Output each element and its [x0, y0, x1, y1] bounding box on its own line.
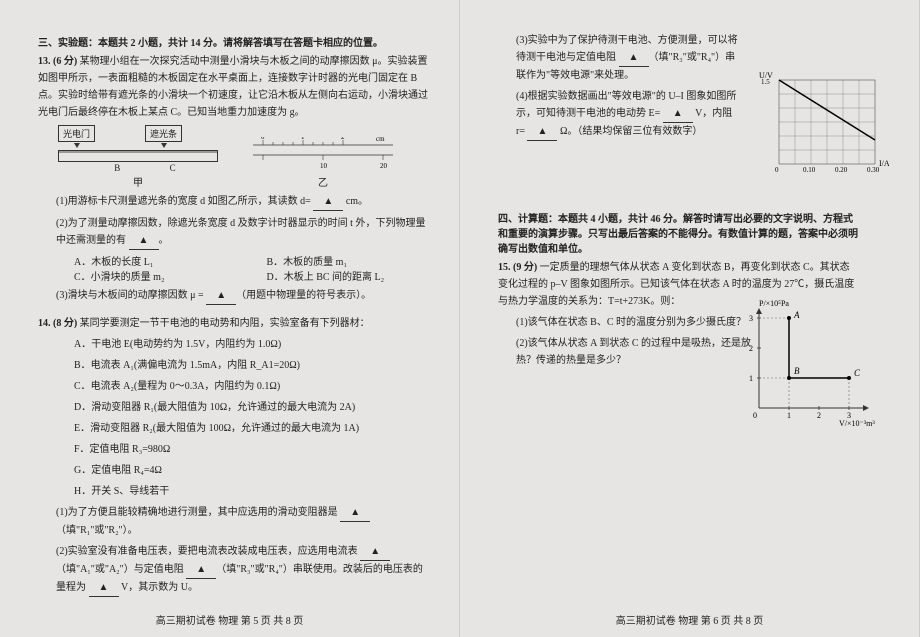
- ui-graph: U/V 1.5 0 0.10 0.20 0.30 I/A: [759, 70, 889, 180]
- gate-right-label: 遮光条: [145, 125, 182, 142]
- pv-graph: P/×10⁵Pa 1 2 3 0 1 2 3 V/×10⁻³m³ A B C: [739, 298, 879, 428]
- q13-sub3: (3)滑块与木板间的动摩擦因数 μ = ▲（用题中物理量的符号表示）。: [38, 287, 429, 305]
- q13: 13. (6 分) 某物理小组在一次探究活动中测量小滑块与木板之间的动摩擦因数 …: [38, 53, 429, 121]
- q13-options-row1: A．木板的长度 L₁ B．木板的质量 m₁: [74, 253, 429, 268]
- svg-text:2: 2: [749, 344, 753, 353]
- q13-sub1: (1)用游标卡尺测量遮光条的宽度 d 如图乙所示，其读数 d= ▲ cm。: [38, 193, 429, 211]
- footer-left: 高三期初试卷 物理 第 5 页 共 8 页: [0, 612, 459, 627]
- svg-text:1: 1: [749, 374, 753, 383]
- q13-body: 某物理小组在一次探究活动中测量小滑块与木板之间的动摩擦因数 μ。实验装置如图甲所…: [38, 56, 428, 118]
- q14-item-d: D．滑动变阻器 R₁(最大阻值为 10Ω，允许通过的最大电流为 2A): [38, 399, 429, 416]
- label-jia: 甲: [58, 174, 218, 189]
- q13-sub2: (2)为了测量动摩擦因数，除遮光条宽度 d 及数字计时器显示的时间 t 外，下列…: [38, 215, 429, 250]
- ruler-svg: 0 1 2 cm 10 20: [248, 137, 398, 171]
- q14-item-f: F．定值电阻 R₃=980Ω: [38, 441, 429, 458]
- svg-text:0: 0: [775, 166, 779, 174]
- blank-mu[interactable]: ▲: [206, 287, 236, 305]
- q14-item-b: B．电流表 A₁(满偏电流为 1.5mA，内阻 R_A1=20Ω): [38, 357, 429, 374]
- blank-r[interactable]: ▲: [340, 504, 370, 522]
- svg-text:1: 1: [301, 137, 305, 141]
- page-left: 三、实验题：本题共 2 小题，共计 14 分。请将解答填写在答题卡相应的位置。 …: [0, 0, 460, 637]
- svg-text:20: 20: [380, 162, 388, 170]
- q14-item-a: A．干电池 E(电动势约为 1.5V，内阻约为 1.0Ω): [38, 336, 429, 353]
- q14-sub2: (2)实验室没有准备电压表，要把电流表改装成电压表，应选用电流表 ▲（填"A₁"…: [38, 543, 429, 597]
- q14-sub4: (4)根据实验数据画出"等效电源"的 U–I 图象如图所示，可知待测干电池的电动…: [498, 88, 738, 141]
- opt-c: C．小滑块的质量 m₂: [74, 268, 237, 283]
- svg-text:3: 3: [749, 314, 753, 323]
- blank-rinner[interactable]: ▲: [527, 123, 557, 141]
- svg-text:cm: cm: [376, 137, 385, 143]
- q13-diagrams: 光电门 遮光条 B C 甲: [58, 125, 429, 189]
- label-yi: 乙: [248, 174, 398, 189]
- svg-text:0: 0: [261, 137, 265, 141]
- opt-b: B．木板的质量 m₁: [267, 253, 430, 268]
- q15-sub1: (1)该气体在状态 B、C 时的温度分别为多少摄氏度？: [498, 314, 758, 331]
- diagram-apparatus: 光电门 遮光条 B C 甲: [58, 125, 218, 189]
- ui-xlabel: I/A: [879, 159, 889, 168]
- blank-a[interactable]: ▲: [360, 543, 390, 561]
- page-right: (3)实验中为了保护待测干电池、方便测量，可以将待测干电池与定值电阻 ▲（填"R…: [460, 0, 920, 637]
- svg-text:B: B: [794, 366, 800, 376]
- q13-options-row2: C．小滑块的质量 m₂ D．木板上 BC 间的距离 L₂: [74, 268, 429, 283]
- svg-text:A: A: [793, 310, 800, 320]
- svg-text:2: 2: [341, 137, 345, 141]
- svg-text:0.10: 0.10: [803, 166, 816, 174]
- q14-item-c: C．电流表 A₂(量程为 0～0.3A，内阻约为 0.1Ω): [38, 378, 429, 395]
- svg-text:1: 1: [787, 411, 791, 420]
- svg-text:2: 2: [817, 411, 821, 420]
- blank-d[interactable]: ▲: [313, 193, 343, 211]
- svg-text:10: 10: [320, 162, 328, 170]
- blank-e[interactable]: ▲: [663, 105, 693, 123]
- q14-body: 某同学要测定一节干电池的电动势和内阻，实验室备有下列器材：: [80, 318, 370, 329]
- diagram-ruler: 0 1 2 cm 10 20 乙: [248, 137, 398, 189]
- section4-title: 四、计算题：本题共 4 小题，共计 46 分。解答时请写出必要的文字说明、方程式…: [498, 210, 858, 255]
- svg-text:0.20: 0.20: [835, 166, 848, 174]
- track: B C: [58, 150, 218, 162]
- svg-text:0.30: 0.30: [867, 166, 880, 174]
- q14-num: 14. (8 分): [38, 318, 80, 329]
- track-b: B: [114, 163, 120, 173]
- blank-range[interactable]: ▲: [89, 579, 119, 597]
- pv-ylabel: P/×10⁵Pa: [759, 299, 789, 308]
- pv-xlabel: V/×10⁻³m³: [839, 419, 875, 428]
- q14-sub1: (1)为了方便且能较精确地进行测量，其中应选用的滑动变阻器是 ▲（填"R₁"或"…: [38, 504, 429, 539]
- footer-right: 高三期初试卷 物理 第 6 页 共 8 页: [460, 612, 919, 627]
- blank-meas[interactable]: ▲: [129, 232, 159, 250]
- q15-sub2: (2)该气体从状态 A 到状态 C 的过程中是吸热，还是放热？传递的热量是多少？: [498, 335, 758, 369]
- opt-a: A．木板的长度 L₁: [74, 253, 237, 268]
- opt-d: D．木板上 BC 间的距离 L₂: [267, 268, 430, 283]
- track-c: C: [170, 163, 176, 173]
- q14: 14. (8 分) 某同学要测定一节干电池的电动势和内阻，实验室备有下列器材：: [38, 315, 429, 332]
- svg-text:C: C: [854, 368, 861, 378]
- gate-left-label: 光电门: [58, 125, 95, 142]
- q14-item-h: H．开关 S、导线若干: [38, 483, 429, 500]
- svg-text:0: 0: [753, 411, 757, 420]
- q15-num: 15. (9 分): [498, 262, 540, 273]
- section3-title: 三、实验题：本题共 2 小题，共计 14 分。请将解答填写在答题卡相应的位置。: [38, 34, 429, 49]
- ui-ymax: 1.5: [761, 78, 770, 86]
- q14-item-g: G．定值电阻 R₄=4Ω: [38, 462, 429, 479]
- q13-num: 13. (6 分): [38, 56, 80, 67]
- blank-r3r4[interactable]: ▲: [619, 49, 649, 67]
- q14-item-e: E．滑动变阻器 R₂(最大阻值为 100Ω，允许通过的最大电流为 1A): [38, 420, 429, 437]
- blank-r34[interactable]: ▲: [186, 561, 216, 579]
- q14-sub3: (3)实验中为了保护待测干电池、方便测量，可以将待测干电池与定值电阻 ▲（填"R…: [498, 32, 738, 84]
